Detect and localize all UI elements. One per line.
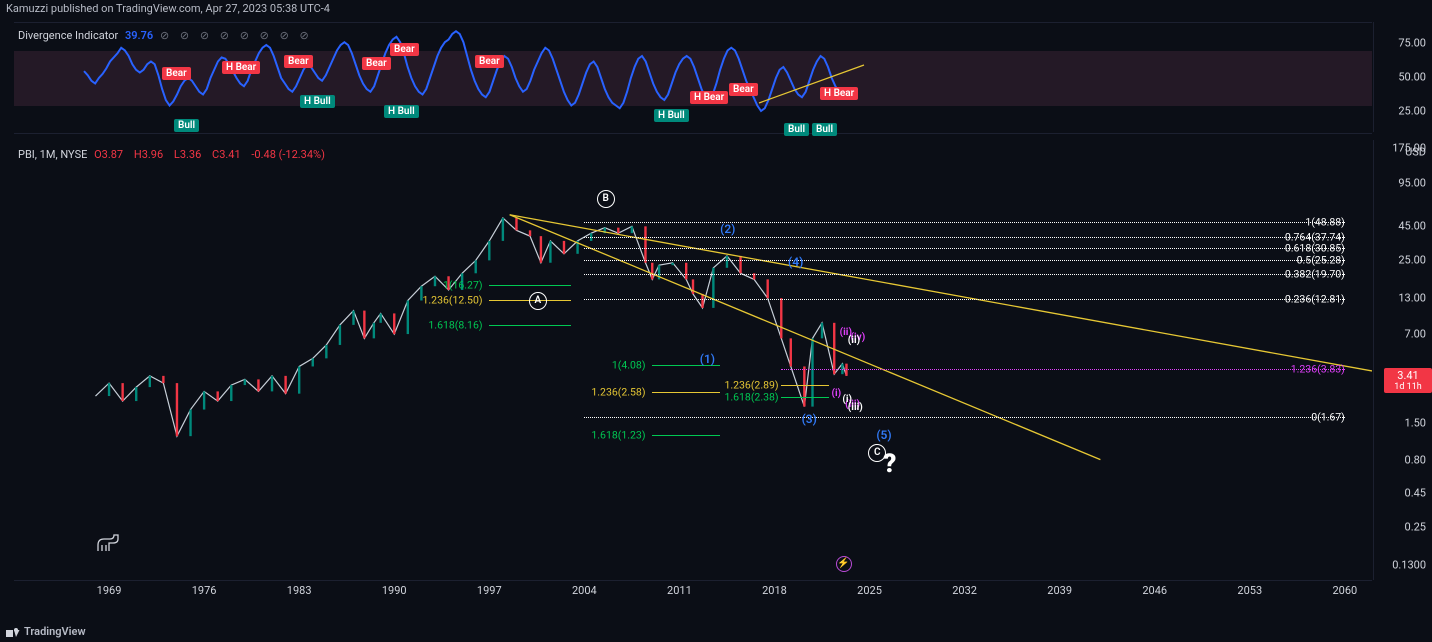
fib-line <box>781 397 829 398</box>
fib-label: 0.382(19.70) <box>1285 268 1345 281</box>
divergence-label: H Bear <box>820 87 858 100</box>
publish-header: Kamuzzi published on TradingView.com, Ap… <box>0 0 336 18</box>
fib-line <box>652 435 720 436</box>
price-pane[interactable]: PBI, 1M, NYSE O3.87 H3.96 L3.36 C3.41 -0… <box>14 140 1372 581</box>
time-tick: 2004 <box>572 584 597 597</box>
price-y-tick: 13.00 <box>1398 292 1426 305</box>
time-tick: 2060 <box>1332 584 1357 597</box>
price-y-tick: 7.00 <box>1405 328 1426 341</box>
fib-line <box>584 237 1344 238</box>
divergence-label: Bear <box>729 83 758 96</box>
fib-label: 1.236(12.50) <box>423 294 483 307</box>
time-tick: 1997 <box>477 584 502 597</box>
divergence-label: H Bull <box>384 105 419 118</box>
indicator-y-tick: 25.00 <box>1398 105 1426 118</box>
price-y-tick: 45.00 <box>1398 220 1426 233</box>
time-tick: 2032 <box>952 584 977 597</box>
time-tick: 1983 <box>287 584 312 597</box>
time-tick: 2039 <box>1047 584 1072 597</box>
fib-line <box>489 325 570 326</box>
fib-line <box>584 274 1344 275</box>
fib-line <box>584 248 1344 249</box>
fib-line <box>584 222 1344 223</box>
fib-label: 1(4.08) <box>612 359 646 372</box>
fib-label: 1.618(2.38) <box>724 390 778 403</box>
time-tick: 2046 <box>1142 584 1167 597</box>
fib-label: 1(48.88) <box>1305 215 1345 228</box>
fib-label: 1.236(2.58) <box>591 385 645 398</box>
fib-line <box>489 285 570 286</box>
price-y-tick: 0.45 <box>1405 486 1426 499</box>
divergence-label: Bull <box>174 119 199 132</box>
elliott-wave-label: (2) <box>720 222 735 236</box>
price-y-tick: 0.1300 <box>1392 558 1426 571</box>
elliott-subwave-label: (iii) <box>848 402 863 413</box>
price-y-tick: 1.50 <box>1405 417 1426 430</box>
elliott-wave-label: (4) <box>788 255 803 269</box>
time-tick: 1990 <box>382 584 407 597</box>
fib-label: 1.618(1.23) <box>591 428 645 441</box>
elliott-subwave-label: (ii) <box>848 335 860 346</box>
indicator-y-axis[interactable]: 25.00 50.00 75.00 <box>1373 22 1432 132</box>
fib-label: 1.236(3.83) <box>1291 362 1345 375</box>
current-price-badge: 3.411d 11h <box>1384 368 1432 393</box>
price-y-tick: 0.25 <box>1405 520 1426 533</box>
divergence-label: H Bull <box>654 109 689 122</box>
price-y-tick: 0.80 <box>1405 453 1426 466</box>
elliott-subwave-label: (i) <box>832 388 842 399</box>
indicator-y-tick: 50.00 <box>1398 71 1426 84</box>
divergence-label: Bear <box>284 55 313 68</box>
indicator-pane[interactable]: Divergence Indicator 39.76 ⊘ ⊘ ⊘ ⊘ ⊘ ⊘ ⊘… <box>14 22 1372 134</box>
bolt-icon: ⚡ <box>836 556 852 572</box>
divergence-label: Bear <box>390 43 419 56</box>
divergence-label: H Bear <box>690 91 728 104</box>
divergence-label: H Bull <box>300 95 335 108</box>
time-tick: 2018 <box>762 584 787 597</box>
fib-label: 0(1.67) <box>1311 411 1345 424</box>
divergence-label: Bull <box>784 123 809 136</box>
time-tick: 1976 <box>192 584 217 597</box>
divergence-label: H Bear <box>222 61 260 74</box>
divergence-label: Bull <box>812 123 837 136</box>
elliott-wave-label: (1) <box>700 352 715 366</box>
fib-line <box>584 299 1344 300</box>
fib-line <box>584 260 1344 261</box>
divergence-label: Bear <box>162 67 191 80</box>
fib-label: 0.236(12.81) <box>1285 293 1345 306</box>
time-tick: 2011 <box>667 584 692 597</box>
time-axis[interactable]: 1969 1976 1983 1990 1997 2004 2011 2018 2025 2032… <box>14 582 1372 600</box>
fib-line <box>781 385 829 386</box>
fib-label: 1(16.27) <box>443 279 483 292</box>
price-y-tick: 175.00 <box>1392 141 1426 154</box>
fib-label: 1.618(8.16) <box>428 319 482 332</box>
divergence-label: Bear <box>475 55 504 68</box>
price-y-tick: 95.00 <box>1398 177 1426 190</box>
divergence-label: Bear <box>362 57 391 70</box>
price-y-axis[interactable]: USD175.0095.0045.0025.0013.007.003.411.5… <box>1373 140 1432 580</box>
time-tick: 1969 <box>97 584 122 597</box>
time-tick: 2025 <box>857 584 882 597</box>
tradingview-brand: TradingView <box>6 625 86 638</box>
elliott-wave-label: (3) <box>802 412 817 426</box>
fib-line <box>652 392 720 393</box>
elliott-wave-circle: B <box>597 190 615 208</box>
fib-label: 0.5(25.28) <box>1297 253 1345 266</box>
indicator-y-tick: 75.00 <box>1398 36 1426 49</box>
fib-line <box>584 417 1344 418</box>
dinosaur-icon <box>95 531 121 556</box>
price-y-tick: 25.00 <box>1398 254 1426 267</box>
time-tick: 2053 <box>1237 584 1262 597</box>
fib-line <box>781 369 1345 370</box>
question-mark-icon: ? <box>883 449 896 479</box>
elliott-wave-label: (5) <box>876 428 891 442</box>
